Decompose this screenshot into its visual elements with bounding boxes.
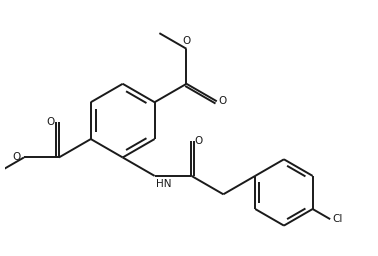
Text: O: O [194,136,203,146]
Text: O: O [12,153,20,163]
Text: O: O [46,118,54,127]
Text: O: O [218,96,227,106]
Text: O: O [182,36,191,46]
Text: HN: HN [156,179,172,189]
Text: Cl: Cl [332,214,342,224]
